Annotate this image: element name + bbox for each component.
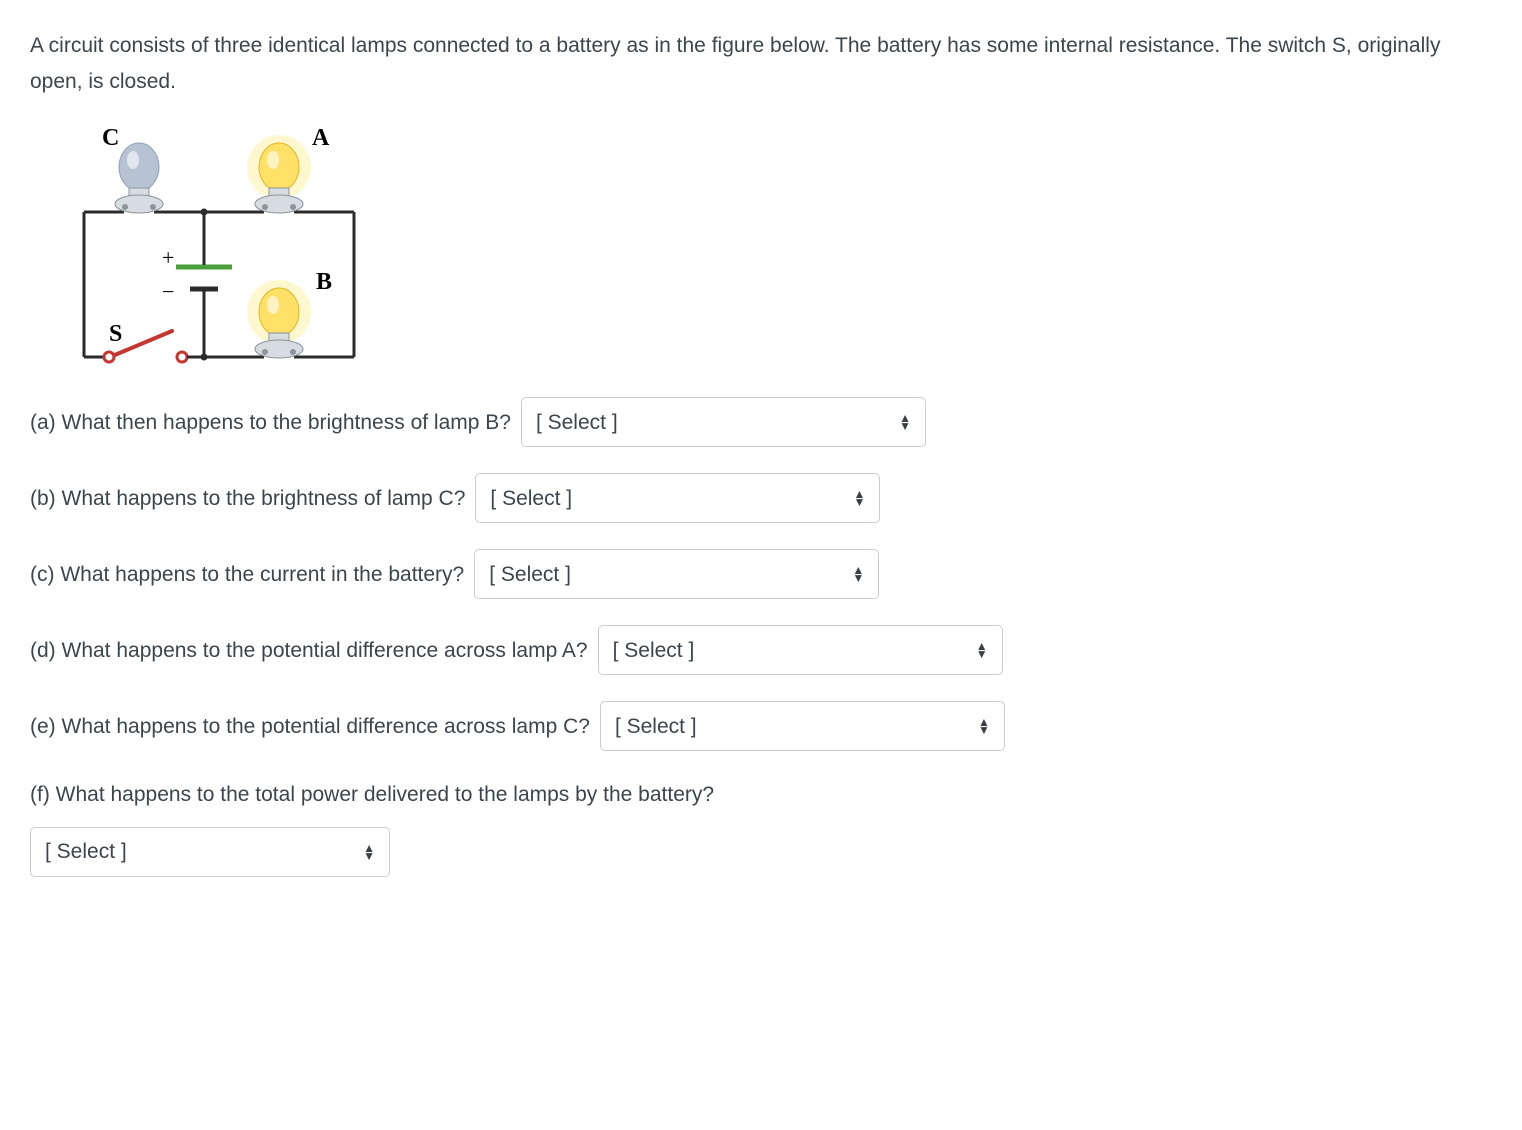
svg-text:B: B (316, 269, 332, 295)
chevron-down-icon: ▼ (976, 650, 988, 658)
select-f-placeholder: [ Select ] (45, 834, 347, 870)
question-c-row: (c) What happens to the current in the b… (30, 549, 1492, 599)
stepper-icon: ▲ ▼ (976, 642, 988, 658)
intro-text: A circuit consists of three identical la… (30, 28, 1490, 99)
question-c-text: (c) What happens to the current in the b… (30, 557, 464, 593)
question-d-row: (d) What happens to the potential differ… (30, 625, 1492, 675)
chevron-down-icon: ▼ (363, 852, 375, 860)
circuit-diagram: C A B S + − (54, 117, 1492, 377)
question-e-text: (e) What happens to the potential differ… (30, 709, 590, 745)
stepper-icon: ▲ ▼ (899, 414, 911, 430)
select-b[interactable]: [ Select ] ▲ ▼ (475, 473, 880, 523)
select-b-placeholder: [ Select ] (490, 481, 837, 517)
select-e[interactable]: [ Select ] ▲ ▼ (600, 701, 1005, 751)
question-a-text: (a) What then happens to the brightness … (30, 405, 511, 441)
select-d-placeholder: [ Select ] (613, 633, 960, 669)
stepper-icon: ▲ ▼ (978, 718, 990, 734)
svg-text:+: + (162, 245, 174, 270)
select-c[interactable]: [ Select ] ▲ ▼ (474, 549, 879, 599)
svg-text:S: S (109, 321, 122, 347)
question-a-row: (a) What then happens to the brightness … (30, 397, 1492, 447)
question-f-block: (f) What happens to the total power deli… (30, 777, 1492, 877)
question-d-text: (d) What happens to the potential differ… (30, 633, 588, 669)
chevron-down-icon: ▼ (978, 726, 990, 734)
svg-text:A: A (312, 125, 330, 151)
svg-text:C: C (102, 125, 119, 151)
question-b-row: (b) What happens to the brightness of la… (30, 473, 1492, 523)
stepper-icon: ▲ ▼ (363, 844, 375, 860)
stepper-icon: ▲ ▼ (852, 566, 864, 582)
question-e-row: (e) What happens to the potential differ… (30, 701, 1492, 751)
select-f[interactable]: [ Select ] ▲ ▼ (30, 827, 390, 877)
select-a-placeholder: [ Select ] (536, 405, 883, 441)
svg-text:−: − (162, 279, 174, 304)
select-e-placeholder: [ Select ] (615, 709, 962, 745)
chevron-down-icon: ▼ (854, 498, 866, 506)
stepper-icon: ▲ ▼ (854, 490, 866, 506)
chevron-down-icon: ▼ (852, 574, 864, 582)
select-a[interactable]: [ Select ] ▲ ▼ (521, 397, 926, 447)
chevron-down-icon: ▼ (899, 422, 911, 430)
select-d[interactable]: [ Select ] ▲ ▼ (598, 625, 1003, 675)
question-f-text: (f) What happens to the total power deli… (30, 777, 1492, 813)
select-c-placeholder: [ Select ] (489, 557, 836, 593)
question-b-text: (b) What happens to the brightness of la… (30, 481, 465, 517)
